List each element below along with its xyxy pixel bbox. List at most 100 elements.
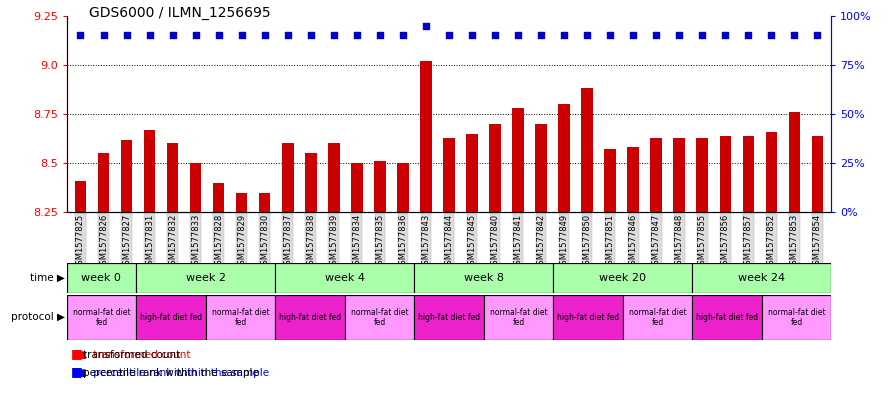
Bar <box>444 138 454 212</box>
Point <box>142 32 156 39</box>
Bar <box>466 134 477 212</box>
Bar <box>167 143 179 212</box>
Bar <box>397 163 409 212</box>
Text: ■  percentile rank within the sample: ■ percentile rank within the sample <box>77 368 269 378</box>
Bar <box>212 183 224 212</box>
Text: high-fat diet fed: high-fat diet fed <box>418 313 480 322</box>
Point <box>788 32 802 39</box>
Text: week 8: week 8 <box>464 273 504 283</box>
Bar <box>553 263 693 293</box>
Point <box>672 32 686 39</box>
Bar <box>121 140 132 212</box>
Bar <box>622 295 693 340</box>
Text: week 20: week 20 <box>599 273 646 283</box>
Bar <box>144 130 156 212</box>
Bar <box>651 138 662 212</box>
Bar <box>98 153 109 212</box>
Bar <box>558 104 570 212</box>
Bar <box>628 147 639 212</box>
Text: transformed count: transformed count <box>83 350 180 360</box>
Text: percentile rank within the sample: percentile rank within the sample <box>83 368 259 378</box>
Point <box>165 32 180 39</box>
Bar <box>236 193 247 212</box>
Point <box>718 32 733 39</box>
Bar <box>276 295 345 340</box>
Point <box>580 32 594 39</box>
Bar <box>282 143 293 212</box>
Bar <box>305 153 316 212</box>
Point <box>810 32 824 39</box>
Bar <box>414 295 484 340</box>
Point <box>511 32 525 39</box>
Text: high-fat diet fed: high-fat diet fed <box>279 313 341 322</box>
Text: protocol ▶: protocol ▶ <box>11 312 65 322</box>
Bar <box>328 143 340 212</box>
Text: GDS6000 / ILMN_1256695: GDS6000 / ILMN_1256695 <box>89 6 270 20</box>
Point <box>442 32 456 39</box>
Point <box>765 32 779 39</box>
Point <box>603 32 617 39</box>
Bar <box>420 61 432 212</box>
Bar <box>414 263 553 293</box>
Text: normal-fat diet
fed: normal-fat diet fed <box>490 308 548 327</box>
Point <box>281 32 295 39</box>
Text: ■: ■ <box>71 365 83 378</box>
Bar <box>345 295 414 340</box>
Point <box>488 32 502 39</box>
Text: week 2: week 2 <box>186 273 226 283</box>
Point <box>74 32 88 39</box>
Bar <box>693 263 831 293</box>
Bar <box>351 163 363 212</box>
Bar <box>553 295 622 340</box>
Point <box>557 32 572 39</box>
Text: ■: ■ <box>71 347 83 360</box>
Point <box>326 32 340 39</box>
Bar <box>276 263 414 293</box>
Bar <box>696 138 708 212</box>
Bar <box>75 181 86 212</box>
Point <box>188 32 203 39</box>
Point <box>534 32 549 39</box>
Bar <box>812 136 823 212</box>
Bar <box>512 108 524 212</box>
Bar <box>259 193 270 212</box>
Text: normal-fat diet
fed: normal-fat diet fed <box>73 308 131 327</box>
Point <box>119 32 133 39</box>
Point <box>258 32 272 39</box>
Text: week 24: week 24 <box>738 273 785 283</box>
Point <box>741 32 756 39</box>
Text: normal-fat diet
fed: normal-fat diet fed <box>767 308 825 327</box>
Bar <box>136 295 205 340</box>
Bar <box>789 112 800 212</box>
Point <box>626 32 640 39</box>
Text: high-fat diet fed: high-fat diet fed <box>140 313 202 322</box>
Bar <box>762 295 831 340</box>
Bar <box>581 88 593 212</box>
Point <box>304 32 318 39</box>
Point <box>396 32 410 39</box>
Bar <box>535 124 547 212</box>
Bar <box>484 295 553 340</box>
Bar <box>374 161 386 212</box>
Bar <box>765 132 777 212</box>
Bar <box>674 138 685 212</box>
Text: normal-fat diet
fed: normal-fat diet fed <box>629 308 686 327</box>
Point <box>235 32 249 39</box>
Text: week 4: week 4 <box>324 273 364 283</box>
Point <box>465 32 479 39</box>
Bar <box>489 124 501 212</box>
Text: time ▶: time ▶ <box>30 273 65 283</box>
Text: high-fat diet fed: high-fat diet fed <box>696 313 758 322</box>
Bar <box>742 136 754 212</box>
Text: high-fat diet fed: high-fat diet fed <box>557 313 619 322</box>
Point <box>649 32 663 39</box>
Point <box>372 32 387 39</box>
Bar <box>190 163 202 212</box>
Text: normal-fat diet
fed: normal-fat diet fed <box>350 308 408 327</box>
Point <box>212 32 226 39</box>
Point <box>419 22 433 29</box>
Bar <box>67 295 136 340</box>
Text: normal-fat diet
fed: normal-fat diet fed <box>212 308 269 327</box>
Bar <box>605 149 616 212</box>
Bar <box>693 295 762 340</box>
